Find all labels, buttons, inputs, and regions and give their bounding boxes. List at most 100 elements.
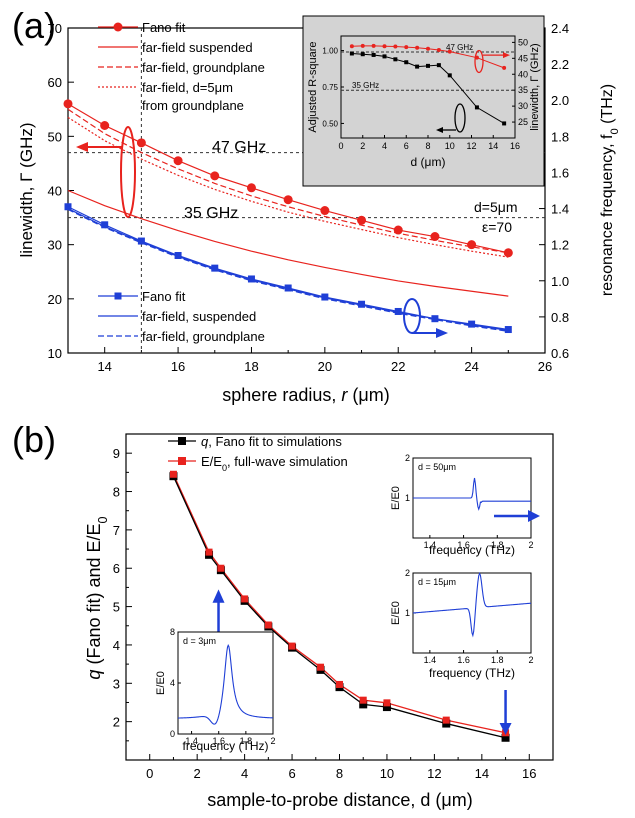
inset-a-point-linewidth [436,48,441,53]
y-tick-label-b: 2 [113,715,120,730]
text-part: 0 [609,128,621,134]
legend-marker-fano-red [113,22,123,32]
series-far-field-d5um [67,116,509,258]
fano-point-blue [394,307,402,315]
inset-a-ellipse-red [474,49,484,74]
inset-a-y-tick-label: 1.00 [322,47,338,56]
legend-marker-q [178,437,186,445]
fano-point-blue [101,221,109,229]
inset-b-d3-x-tick-label: 1.4 [185,736,198,746]
legend-marker-efield [178,457,186,465]
text-part: (Fano fit) and E/E [84,523,104,669]
y-right-tick-label-a: 1.6 [551,165,569,180]
panel-label-a: (a) [12,5,56,46]
inset-a-x-tick-label: 14 [488,141,498,151]
inset-a-ylabel-right: linewidth, Γ (GHz) [529,43,541,130]
inset-b-d50-y-tick-label: 1 [405,493,410,503]
legend-marker-fano-blue [114,292,122,300]
inset-a-y2-tick-label: 50 [518,37,528,47]
efield-point [336,680,343,688]
fano-point-red [393,225,403,235]
inset-a-point-linewidth [360,43,365,48]
efield-point [383,699,391,707]
fano-point-blue [321,293,329,301]
inset-b-d15-x-tick-label: 1.4 [424,655,437,665]
inset-a-arrow-head-black [436,127,443,133]
legend-label-q: q, Fano fit to simulations [201,434,342,449]
fano-point-red [63,99,73,109]
y-left-tick-label-a: 70 [48,21,62,36]
x-tick-label-a: 26 [538,359,552,374]
fano-point-red [467,240,477,250]
fano-point-red [100,121,110,130]
legend-label-blue-groundplane: far-field, groundplane [142,329,265,344]
x-tick-label-b: 10 [380,766,394,781]
inset-b-d50-x-tick-label: 1.6 [457,540,470,550]
inset-a-x-tick-label: 10 [445,141,455,151]
y-tick-label-b: 3 [113,676,120,691]
inset-a-point-linewidth [447,49,452,54]
inset-a-point-rsquare [436,63,441,68]
inset-a-x-tick-label: 16 [510,141,520,151]
x-tick-label-b: 16 [522,766,536,781]
y-right-tick-label-a: 2.2 [551,57,569,72]
inset-a-x-tick-label: 8 [425,141,430,151]
inset-b-d15-frame [412,572,532,654]
series-fano-fit-blue [67,206,509,331]
inset-a-point-linewidth [502,65,507,70]
fano-point-red [136,138,146,148]
y-left-tick-label-a: 10 [48,346,62,361]
fano-point-blue [431,315,439,323]
legend-label-fano-blue: Fano fit [142,289,186,304]
text-part: resonance frequency, f [599,134,616,296]
annotation-d5um: d=5μm [474,199,517,215]
inset-b-d3-label: d = 3μm [183,636,216,646]
efield-point [241,595,249,603]
y-right-tick-label-a: 2.4 [551,21,569,36]
inset-b-d3-curve [177,643,274,725]
inset-b-d50-xlabel: frequency (THz) [429,543,515,557]
fano-point-red [320,206,330,216]
annotation-47ghz: 47 GHz [212,139,266,156]
y-tick-label-b: 6 [113,561,120,576]
legend-label-blue-suspended: far-field, suspended [142,309,256,324]
inset-a-y2-tick-label: 30 [518,101,528,111]
inset-a-x-tick-label: 6 [404,141,409,151]
fano-point-red [173,156,183,166]
x-tick-label-b: 6 [288,766,295,781]
efield-point [317,663,325,671]
inset-b-d15-x-tick-label: 1.6 [457,655,470,665]
text-part: , Fano fit to simulations [208,434,342,449]
inset-a-point-linewidth [349,44,354,49]
inset-a-y2-tick-label: 40 [518,69,528,79]
inset-a-point-linewidth [371,43,376,48]
x-tick-label-b: 14 [475,766,489,781]
inset-b-d3-x-tick-label: 2 [270,736,275,746]
inset-a-x-tick-label: 4 [382,141,387,151]
y-left-tick-label-a: 30 [48,238,62,253]
y-right-tick-label-a: 0.8 [551,310,569,325]
fano-point-blue [504,326,512,334]
arrow-head-red [76,142,88,152]
arrow-head-d15 [499,723,512,735]
inset-b-d50-y-tick-label: 2 [405,453,410,463]
legend-label-efield: E/E0, full-wave simulation [201,454,348,473]
y-right-tick-label-a: 1.4 [551,202,569,217]
text-part: sphere radius, [222,385,341,405]
inset-a-point-rsquare [426,63,430,68]
y-left-tick-label-a: 40 [48,184,62,199]
inset-a-point-rsquare [349,51,354,56]
efield-point [359,696,367,704]
panel-label-b: (b) [12,419,56,460]
annotation-35ghz: 35 GHz [184,205,238,222]
y-right-tick-label-a: 1.2 [551,238,569,253]
y-tick-label-b: 8 [113,485,120,500]
q-point [359,700,368,709]
y-tick-label-b: 9 [113,446,120,461]
fano-point-red [503,248,513,258]
inset-a-point-rsquare [371,52,376,57]
inset-a-point-rsquare [474,105,479,110]
fano-point-blue [358,300,366,308]
x-tick-label-a: 24 [464,359,478,374]
